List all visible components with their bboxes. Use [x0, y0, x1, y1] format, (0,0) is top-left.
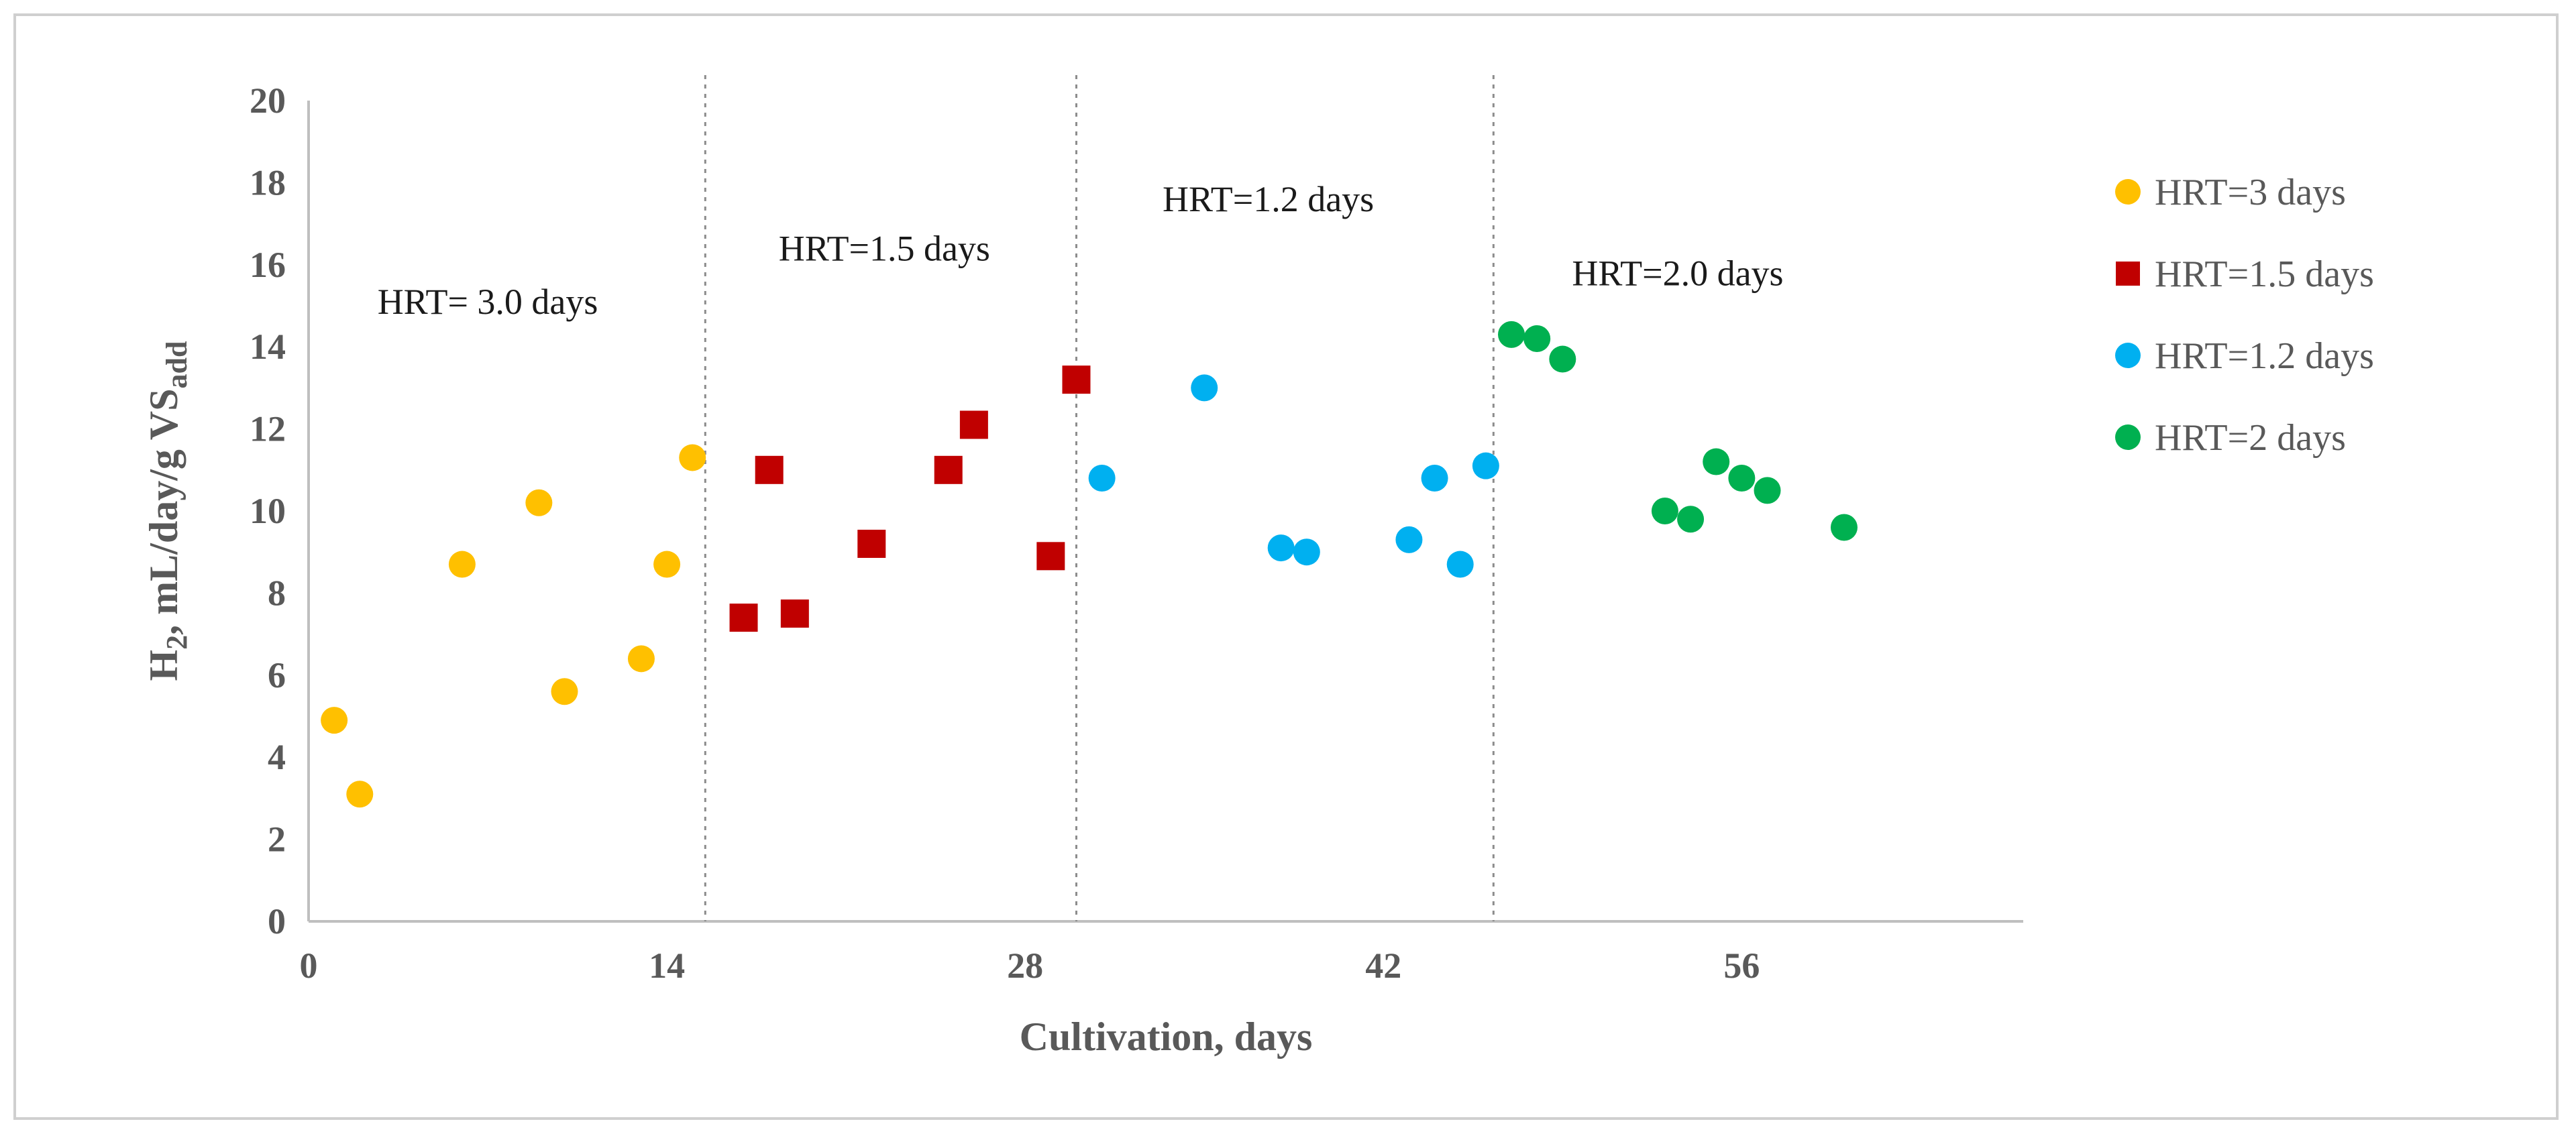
- phase-label: HRT=1.5 days: [779, 229, 990, 269]
- data-point-series-4: [1523, 325, 1551, 352]
- legend-marker-series-3: [2115, 343, 2141, 368]
- phase-boundaries: [704, 75, 1495, 921]
- y-tick-label: 8: [268, 573, 286, 613]
- data-point-series-1: [679, 444, 706, 471]
- legend-label-series-4: HRT=2 days: [2155, 417, 2346, 459]
- y-title-sub1: 2: [160, 635, 193, 650]
- x-tick-labels: 0 14 28 42 56: [300, 946, 1760, 986]
- data-point-series-4: [1830, 514, 1858, 541]
- data-point-series-3: [1088, 465, 1116, 492]
- data-point-series-1: [525, 489, 553, 516]
- y-tick-label: 10: [250, 491, 286, 531]
- y-tick-label: 14: [250, 327, 286, 367]
- y-tick-label: 20: [250, 80, 286, 121]
- y-tick-label: 2: [268, 819, 286, 860]
- phase-label: HRT= 3.0 days: [378, 282, 598, 322]
- data-point-series-2: [934, 455, 963, 484]
- data-points: [321, 321, 1858, 808]
- data-point-series-4: [1498, 321, 1525, 348]
- y-axis-title: H2, mL/day/g VSadd: [142, 341, 193, 681]
- legend-marker-series-4: [2115, 424, 2141, 450]
- x-tick-label: 42: [1365, 946, 1401, 986]
- data-point-series-3: [1191, 374, 1218, 402]
- axes: [307, 101, 2023, 923]
- y-title-main: H: [142, 650, 186, 681]
- data-point-series-4: [1754, 477, 1781, 504]
- x-tick-label: 0: [300, 946, 318, 986]
- data-point-series-2: [1036, 542, 1065, 571]
- y-tick-label: 18: [250, 162, 286, 203]
- legend-label-series-1: HRT=3 days: [2155, 172, 2346, 213]
- data-point-series-1: [346, 781, 374, 808]
- legend-marker-series-2: [2116, 262, 2140, 286]
- data-point-series-4: [1677, 506, 1705, 533]
- y-tick-label: 4: [268, 737, 286, 777]
- data-point-series-3: [1421, 465, 1448, 492]
- x-tick-label: 56: [1723, 946, 1760, 986]
- data-point-series-2: [857, 529, 886, 558]
- x-tick-label: 28: [1007, 946, 1043, 986]
- data-point-series-2: [1062, 365, 1091, 394]
- y-title-sub2: add: [160, 341, 193, 389]
- data-point-series-3: [1267, 534, 1295, 562]
- phase-label: HRT=2.0 days: [1572, 253, 1783, 293]
- x-axis-title: Cultivation, days: [1020, 1015, 1313, 1059]
- y-tick-label: 12: [250, 409, 286, 449]
- legend-marker-series-1: [2115, 179, 2141, 205]
- data-point-series-3: [1472, 452, 1499, 479]
- y-title-mid: , mL/day/g VS: [142, 388, 186, 634]
- data-point-series-4: [1549, 345, 1576, 373]
- data-point-series-4: [1651, 498, 1678, 524]
- data-point-series-4: [1728, 465, 1756, 492]
- data-point-series-1: [321, 707, 348, 734]
- legend-label-series-3: HRT=1.2 days: [2155, 335, 2374, 377]
- phase-label: HRT=1.2 days: [1163, 179, 1374, 219]
- x-tick-label: 14: [649, 946, 685, 986]
- data-point-series-3: [1446, 551, 1474, 578]
- data-point-series-3: [1293, 538, 1320, 566]
- data-point-series-2: [959, 410, 988, 439]
- data-point-series-2: [755, 455, 784, 484]
- phase-labels: HRT= 3.0 days HRT=1.5 days HRT=1.2 days HRT…: [378, 179, 1784, 322]
- data-point-series-1: [653, 551, 681, 578]
- data-point-series-1: [448, 551, 476, 578]
- y-tick-labels: 0 2 4 6 8 10 12 14 16 18 20: [250, 80, 286, 941]
- y-tick-label: 0: [268, 901, 286, 941]
- y-tick-label: 6: [268, 655, 286, 695]
- data-point-series-1: [551, 678, 578, 705]
- legend: HRT=3 days HRT=1.5 days HRT=1.2 days HRT=2 …: [2115, 172, 2374, 459]
- y-tick-label: 16: [250, 245, 286, 285]
- data-point-series-3: [1395, 526, 1423, 553]
- data-point-series-4: [1703, 448, 1730, 475]
- data-point-series-1: [627, 645, 655, 673]
- data-point-series-2: [780, 599, 809, 628]
- legend-label-series-2: HRT=1.5 days: [2155, 253, 2374, 295]
- data-point-series-2: [729, 604, 758, 632]
